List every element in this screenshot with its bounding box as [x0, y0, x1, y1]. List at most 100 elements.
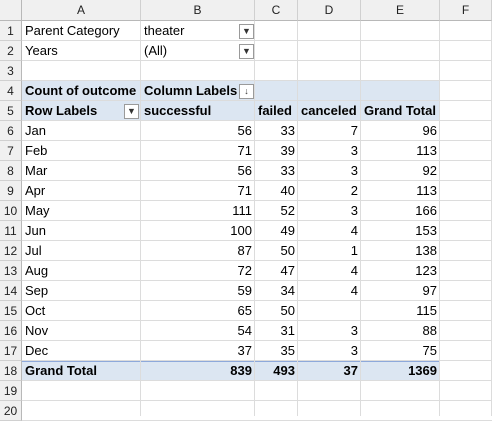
pivot-header-band — [22, 81, 440, 121]
value-cell: 3 — [350, 143, 358, 158]
value-cell: 59 — [237, 283, 252, 298]
row-label: Sep — [25, 283, 49, 298]
value-cell: 39 — [280, 143, 295, 158]
value-cell: 111 — [232, 203, 252, 218]
row-header-9[interactable]: 9 — [0, 181, 22, 201]
row-gridline — [22, 340, 492, 341]
filter-value[interactable]: theater — [144, 23, 185, 38]
grand-total-band — [22, 361, 440, 381]
row-gridline — [22, 320, 492, 321]
row-label: Feb — [25, 143, 48, 158]
row-gridline — [22, 200, 492, 201]
column-header-f[interactable]: F — [440, 0, 492, 21]
row-gridline — [22, 120, 492, 121]
row-header-14[interactable]: 14 — [0, 281, 22, 301]
value-cell: 115 — [416, 303, 437, 318]
row-label: Dec — [25, 343, 49, 358]
row-header-8[interactable]: 8 — [0, 161, 22, 181]
row-header-19[interactable]: 19 — [0, 381, 22, 401]
value-cell: 138 — [415, 243, 437, 258]
filter-label: Parent Category — [25, 23, 120, 38]
value-cell: 1 — [350, 243, 358, 258]
chevron-down-icon[interactable]: ▼ — [124, 104, 139, 119]
grand-total-top-border — [22, 361, 440, 362]
value-cell: 71 — [237, 143, 252, 158]
value-cell: 153 — [415, 223, 437, 238]
row-header-15[interactable]: 15 — [0, 301, 22, 321]
row-gridline — [22, 380, 492, 381]
value-cell: 37 — [237, 343, 252, 358]
row-label: Mar — [25, 163, 48, 178]
value-cell: 87 — [237, 243, 252, 258]
row-header-1[interactable]: 1 — [0, 21, 22, 41]
row-label: Aug — [25, 263, 49, 278]
row-gridline — [22, 280, 492, 281]
row-gridline — [22, 260, 492, 261]
row-label: Nov — [25, 323, 49, 338]
row-header-10[interactable]: 10 — [0, 201, 22, 221]
value-cell: 65 — [237, 303, 252, 318]
row-label: Apr — [25, 183, 46, 198]
filter-dropdown-years[interactable]: ▼ — [239, 44, 254, 59]
value-cell: 92 — [422, 163, 437, 178]
row-header-18[interactable]: 18 — [0, 361, 22, 381]
row-header-11[interactable]: 11 — [0, 221, 22, 241]
row-gridline — [22, 220, 492, 221]
column-header-a[interactable]: A — [22, 0, 141, 21]
value-cell: 54 — [237, 323, 252, 338]
row-header-3[interactable]: 3 — [0, 61, 22, 81]
column-header-d[interactable]: D — [298, 0, 361, 21]
row-header-16[interactable]: 16 — [0, 321, 22, 341]
value-cell: 34 — [280, 283, 295, 298]
row-header-6[interactable]: 6 — [0, 121, 22, 141]
row-header-17[interactable]: 17 — [0, 341, 22, 361]
select-all-corner[interactable] — [0, 0, 22, 21]
row-labels-header: Row Labels — [25, 103, 98, 118]
value-cell: 72 — [237, 263, 252, 278]
value-cell: 96 — [422, 123, 437, 138]
value-cell: 166 — [415, 203, 437, 218]
row-header-20[interactable]: 20 — [0, 401, 22, 421]
row-header-12[interactable]: 12 — [0, 241, 22, 261]
filter-value[interactable]: (All) — [144, 43, 168, 58]
value-cell: 2 — [350, 183, 358, 198]
row-header-7[interactable]: 7 — [0, 141, 22, 161]
value-cell: 123 — [415, 263, 437, 278]
column-labels-header: Column Labels — [144, 83, 238, 98]
row-label: Jun — [25, 223, 46, 238]
value-cell: 3 — [350, 203, 358, 218]
grand-total-value: 37 — [343, 363, 358, 378]
funnel-dropdown-icon[interactable]: ▼ — [239, 24, 254, 39]
column-header-c[interactable]: C — [255, 0, 298, 21]
row-gridline — [22, 80, 492, 81]
column-header-failed: failed — [258, 103, 292, 118]
column-header-e[interactable]: E — [361, 0, 440, 21]
grand-total-label: Grand Total — [25, 363, 97, 378]
value-cell: 113 — [416, 143, 437, 158]
grand-total-value: 839 — [230, 363, 252, 378]
row-gridline — [22, 300, 492, 301]
row-header-5[interactable]: 5 — [0, 101, 22, 121]
row-label: May — [25, 203, 50, 218]
row-header-13[interactable]: 13 — [0, 261, 22, 281]
value-cell: 71 — [237, 183, 252, 198]
row-header-2[interactable]: 2 — [0, 41, 22, 61]
value-cell: 33 — [280, 123, 295, 138]
column-header-successful: successful — [144, 103, 212, 118]
row-header-4[interactable]: 4 — [0, 81, 22, 101]
row-gridline — [22, 140, 492, 141]
column-gridline — [140, 21, 141, 416]
column-header-b[interactable]: B — [141, 0, 255, 21]
sort-filter-icon[interactable]: ↓ — [239, 84, 254, 99]
value-cell: 50 — [280, 243, 295, 258]
value-cell: 97 — [422, 283, 437, 298]
filter-label: Years — [25, 43, 58, 58]
value-cell: 40 — [280, 183, 295, 198]
value-cell: 75 — [422, 343, 437, 358]
row-label: Jan — [25, 123, 46, 138]
value-cell: 88 — [422, 323, 437, 338]
value-cell: 100 — [230, 223, 252, 238]
values-label: Count of outcome — [25, 83, 137, 98]
row-gridline — [22, 360, 492, 361]
